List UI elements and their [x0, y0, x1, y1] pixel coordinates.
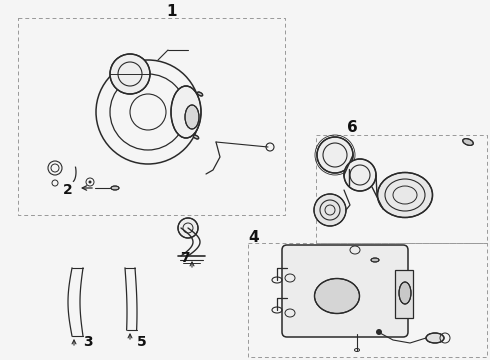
Ellipse shape — [111, 186, 119, 190]
Ellipse shape — [399, 282, 411, 304]
Text: 6: 6 — [346, 121, 357, 135]
Ellipse shape — [426, 333, 444, 343]
Circle shape — [110, 54, 150, 94]
Text: 2: 2 — [63, 183, 73, 197]
Text: 4: 4 — [249, 230, 259, 246]
Ellipse shape — [185, 105, 199, 129]
Text: 1: 1 — [167, 4, 177, 19]
Circle shape — [344, 159, 376, 191]
Circle shape — [178, 218, 198, 238]
Ellipse shape — [463, 139, 473, 145]
Circle shape — [317, 137, 353, 173]
Bar — [395, 270, 413, 318]
Ellipse shape — [171, 86, 201, 138]
Ellipse shape — [193, 135, 199, 139]
Circle shape — [89, 180, 92, 184]
Ellipse shape — [315, 279, 360, 314]
Circle shape — [314, 194, 346, 226]
Text: 5: 5 — [137, 335, 147, 349]
Bar — [18, 18, 285, 215]
Ellipse shape — [371, 258, 379, 262]
Circle shape — [376, 329, 382, 335]
FancyBboxPatch shape — [282, 245, 408, 337]
Text: 7: 7 — [180, 251, 190, 265]
Text: 3: 3 — [83, 335, 93, 349]
Bar — [248, 243, 487, 357]
Ellipse shape — [197, 92, 203, 96]
Ellipse shape — [377, 172, 433, 217]
Bar — [316, 135, 487, 243]
